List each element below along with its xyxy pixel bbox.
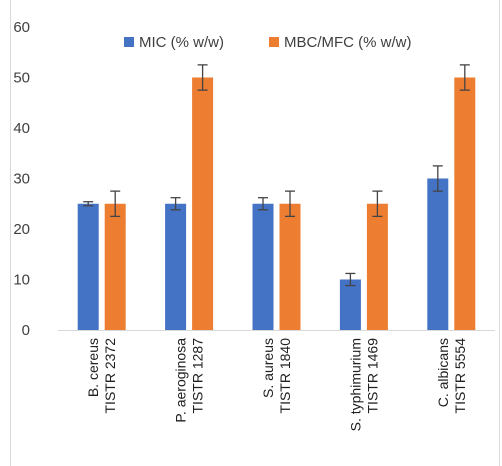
legend-label: MBC/MFC (% w/w) (284, 34, 412, 51)
x-category-label: TISTR 5554 (452, 338, 468, 414)
bar (366, 203, 388, 330)
legend-label: MIC (% w/w) (139, 34, 224, 51)
y-tick-label: 0 (22, 322, 30, 339)
legend-swatch (269, 37, 279, 47)
y-tick-label: 60 (13, 19, 30, 36)
y-tick-label: 30 (13, 171, 30, 188)
axis-layer: 0 10 20 30 40 50 60 B. cereus TISTR 2372 P. aerog… (13, 19, 495, 431)
chart-frame-right-border (499, 0, 500, 466)
chart-frame-left-border (10, 0, 11, 466)
bar (192, 77, 214, 330)
bar (165, 203, 187, 330)
y-tick-label: 50 (13, 70, 30, 87)
legend: MIC (% w/w) MBC/MFC (% w/w) (124, 34, 412, 51)
bar (454, 77, 476, 330)
x-category-label: TISTR 1287 (190, 338, 206, 414)
bar (427, 178, 449, 330)
y-tick-label: 10 (13, 272, 30, 289)
bar (252, 203, 274, 330)
x-category-label: C. albicans (435, 338, 451, 407)
y-tick-label: 20 (13, 221, 30, 238)
x-category-label: B. cereus (85, 338, 101, 397)
y-tick-label: 40 (13, 120, 30, 137)
bar (279, 203, 301, 330)
x-category-label: S. typhimurium (347, 338, 363, 431)
bar (339, 279, 361, 330)
x-category-label: TISTR 2372 (102, 338, 118, 414)
legend-swatch (124, 37, 134, 47)
x-category-label: TISTR 1840 (277, 338, 293, 414)
x-category-label: TISTR 1469 (364, 338, 380, 414)
bar (77, 203, 99, 330)
x-category-label: P. aeroginosa (173, 338, 189, 423)
x-category-label: S. aureus (260, 338, 276, 398)
bars-layer (77, 64, 476, 330)
bar (104, 203, 126, 330)
